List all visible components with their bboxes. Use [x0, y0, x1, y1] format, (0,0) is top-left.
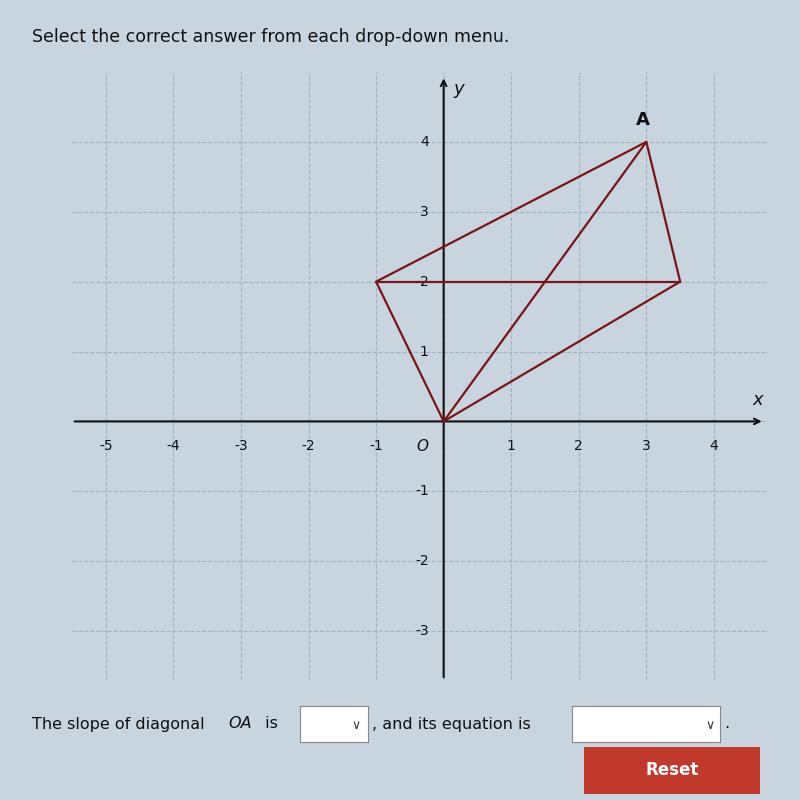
Text: -4: -4	[166, 439, 180, 453]
Text: 1: 1	[420, 345, 429, 358]
Text: 3: 3	[642, 439, 650, 453]
Text: Reset: Reset	[646, 762, 698, 779]
Text: x: x	[753, 391, 763, 409]
Text: 4: 4	[710, 439, 718, 453]
Text: A: A	[636, 111, 650, 130]
Text: 2: 2	[574, 439, 583, 453]
Text: -3: -3	[234, 439, 248, 453]
Text: -1: -1	[415, 484, 429, 498]
Text: ∨: ∨	[351, 719, 360, 732]
Text: ∨: ∨	[705, 719, 714, 732]
Text: 1: 1	[506, 439, 516, 453]
Text: The slope of diagonal: The slope of diagonal	[32, 717, 210, 731]
Text: 3: 3	[420, 205, 429, 218]
Text: -2: -2	[415, 554, 429, 568]
Text: -2: -2	[302, 439, 315, 453]
FancyBboxPatch shape	[578, 747, 766, 794]
Text: -1: -1	[370, 439, 383, 453]
Text: OA: OA	[228, 717, 252, 731]
Text: O: O	[417, 439, 429, 454]
Text: Select the correct answer from each drop-down menu.: Select the correct answer from each drop…	[32, 28, 510, 46]
Text: y: y	[454, 80, 465, 98]
Text: .: .	[724, 717, 729, 731]
Text: 2: 2	[420, 274, 429, 289]
Text: 4: 4	[420, 135, 429, 149]
Text: , and its equation is: , and its equation is	[372, 717, 530, 731]
Text: -3: -3	[415, 624, 429, 638]
Text: -5: -5	[99, 439, 113, 453]
Text: is: is	[260, 717, 278, 731]
